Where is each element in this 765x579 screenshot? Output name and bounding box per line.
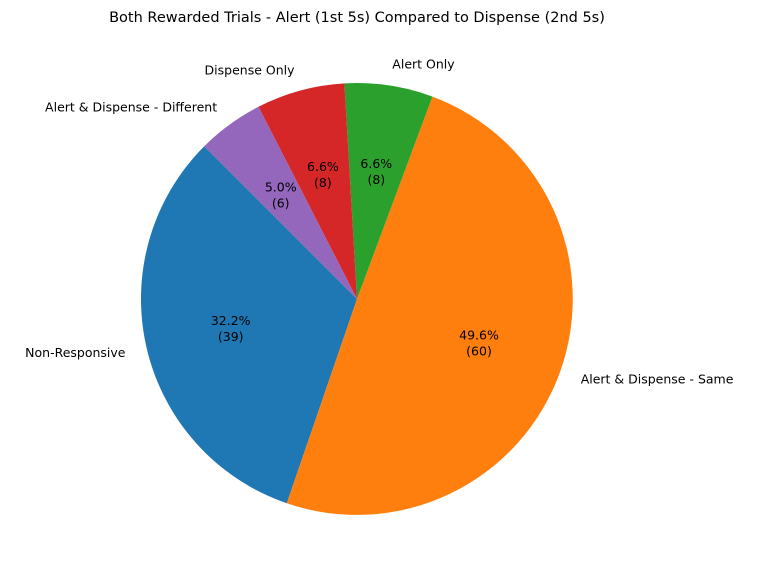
slice-percent-label-0: 32.2% xyxy=(211,313,251,328)
slice-label-2: Alert Only xyxy=(392,57,455,72)
slice-count-label-4: (6) xyxy=(272,195,290,210)
slice-label-3: Dispense Only xyxy=(205,62,296,77)
chart-title: Both Rewarded Trials - Alert (1st 5s) Co… xyxy=(109,10,605,26)
slice-label-1: Alert & Dispense - Same xyxy=(581,372,734,387)
pie-labels: Non-Responsive 32.2%(39) Alert & Dispense … xyxy=(25,57,734,387)
pie-slice-0 xyxy=(140,146,357,504)
slice-count-label-0: (39) xyxy=(218,329,244,344)
slice-count-label-1: (60) xyxy=(466,344,492,359)
pie-slices xyxy=(140,83,573,515)
pie-slice-4 xyxy=(204,106,357,299)
slice-percent-label-3: 6.6% xyxy=(307,159,339,174)
pie-slice-2 xyxy=(344,83,433,299)
slice-count-label-3: (8) xyxy=(314,175,332,190)
slice-label-0: Non-Responsive xyxy=(25,345,126,360)
pie-slice-3 xyxy=(258,83,357,300)
slice-percent-label-1: 49.6% xyxy=(459,328,499,343)
slice-label-4: Alert & Dispense - Different xyxy=(45,100,217,115)
pie-slice-1 xyxy=(286,96,573,515)
slice-percent-label-2: 6.6% xyxy=(360,156,392,171)
slice-percent-label-4: 5.0% xyxy=(265,179,297,194)
slice-count-label-2: (8) xyxy=(367,172,385,187)
